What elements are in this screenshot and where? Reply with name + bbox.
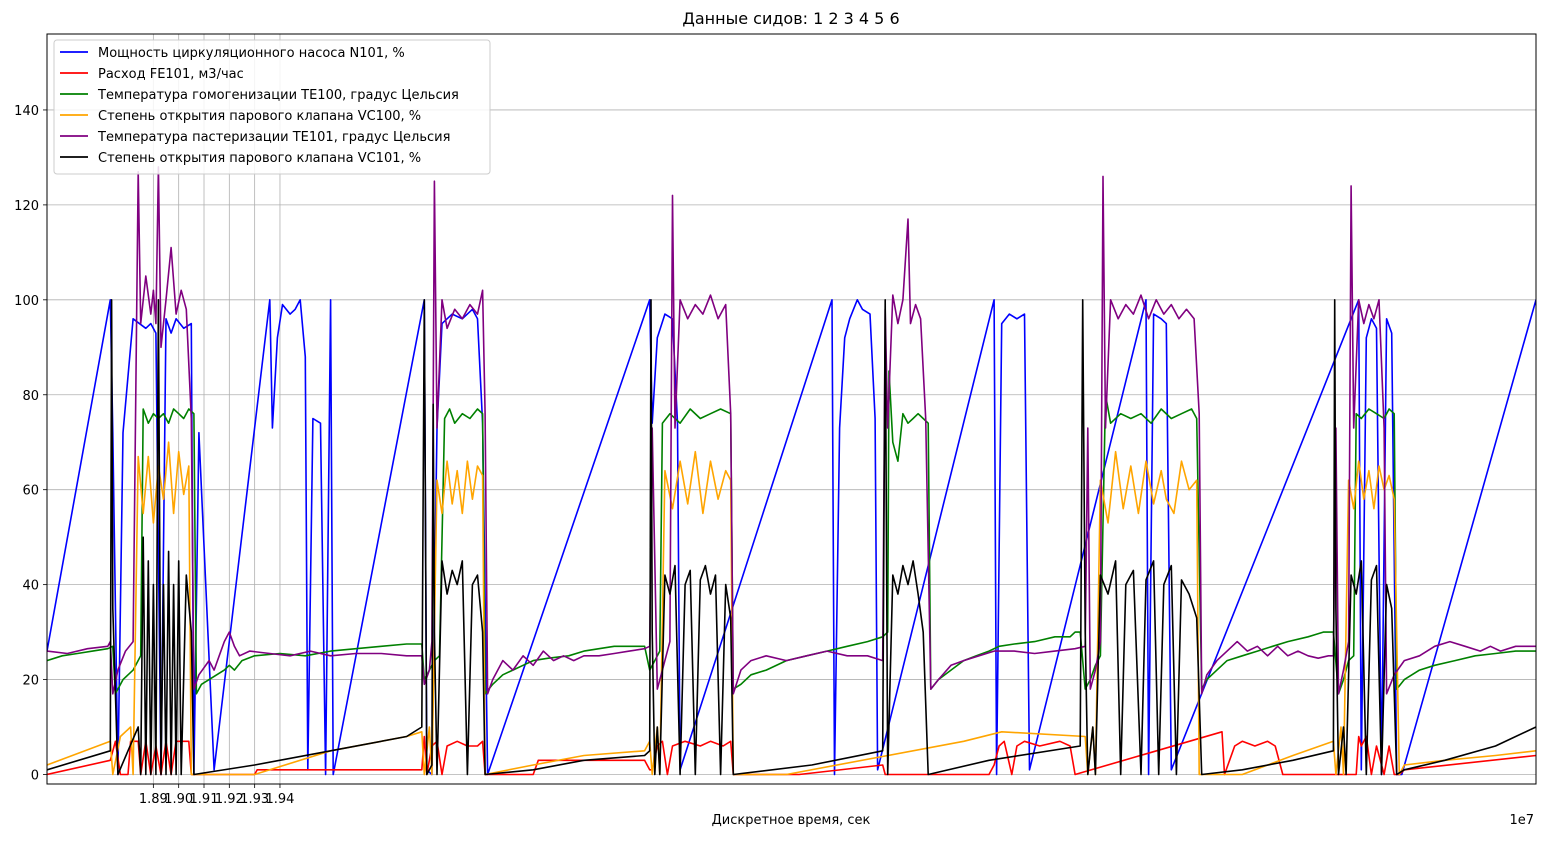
y-tick-label: 0 — [31, 769, 39, 784]
x-tick-label: 1.89 — [139, 792, 168, 807]
legend-label-4: Степень открытия парового клапана VC100,… — [98, 109, 421, 124]
legend-label-2: Расход FE101, м3/час — [98, 67, 244, 82]
legend-box — [53, 39, 491, 175]
series-line-5 — [47, 166, 1536, 695]
x-axis-offset-label: 1e7 — [1509, 813, 1534, 828]
x-tick-label: 1.92 — [215, 792, 244, 807]
x-tick-label: 1.94 — [265, 792, 294, 807]
y-tick-label: 100 — [14, 294, 39, 309]
series-line-1 — [47, 299, 1536, 776]
series-line-3 — [47, 370, 1536, 695]
legend-label-5: Температура пастеризации TE101, градус Ц… — [97, 130, 450, 145]
legend-label-1: Мощность циркуляционного насоса N101, % — [98, 46, 405, 61]
x-tick-label: 1.91 — [190, 792, 219, 807]
y-tick-label: 80 — [22, 389, 39, 404]
series-layer — [47, 166, 1536, 776]
legend: Мощность циркуляционного насоса N101, % Р… — [53, 39, 491, 175]
plot-area-frame — [46, 33, 1537, 785]
legend-label-6: Степень открытия парового клапана VC101,… — [98, 151, 421, 166]
y-tick-label: 20 — [22, 674, 39, 689]
chart-title: Данные сидов: 1 2 3 4 5 6 — [682, 9, 899, 28]
y-tick-label: 40 — [22, 579, 39, 594]
y-tick-label: 120 — [14, 199, 39, 214]
y-tick-label: 60 — [22, 484, 39, 499]
y-tick-label: 140 — [14, 104, 39, 119]
x-tick-label: 1.90 — [164, 792, 193, 807]
x-axis-title: Дискретное время, сек — [712, 813, 871, 828]
series-line-4 — [47, 441, 1536, 776]
tick-layer: 1.891.901.911.921.931.94 0 20 40 60 80 100 120 1… — [14, 104, 294, 807]
legend-label-3: Температура гомогенизации TE100, градус … — [97, 88, 459, 103]
x-tick-label: 1.93 — [240, 792, 269, 807]
series-line-6 — [47, 299, 1536, 776]
